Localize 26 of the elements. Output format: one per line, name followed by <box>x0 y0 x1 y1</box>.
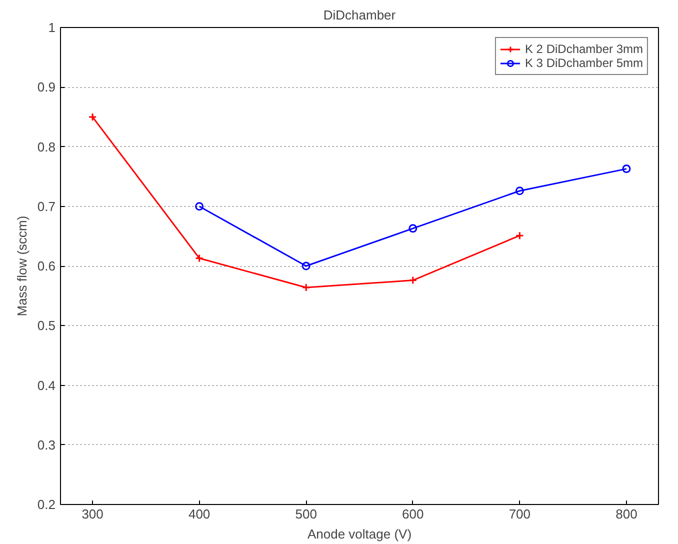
y-tick-label: 0.2 <box>37 497 56 512</box>
point <box>302 283 310 292</box>
y-tick-label: 0.8 <box>37 139 56 154</box>
x-axis-title: Anode voltage (V) <box>307 526 412 542</box>
point <box>302 262 310 270</box>
y-tick-label: 0.4 <box>37 378 56 393</box>
x-tick-label: 700 <box>508 506 531 522</box>
point <box>515 186 524 196</box>
point <box>195 254 204 262</box>
x-tick-label: 300 <box>82 506 104 522</box>
y-axis-title: Mass flow (sccm) <box>14 216 30 316</box>
point <box>408 276 418 285</box>
y-tick-label: 1 <box>48 20 56 35</box>
chart-title: DiDchamber <box>323 8 396 22</box>
y-tick-label: 0.9 <box>37 80 56 95</box>
y-tick-label: 0.3 <box>37 437 56 452</box>
x-tick-label: 800 <box>616 506 638 522</box>
legend-label: K 3 DiDchamber 5mm <box>524 56 643 70</box>
y-tick-label: 0.5 <box>37 318 56 334</box>
point <box>408 224 418 233</box>
x-tick-label: 400 <box>188 506 210 522</box>
x-tick-label: 500 <box>295 506 317 522</box>
x-tick-label: 600 <box>402 506 424 522</box>
legend-label: K 2 DiDchamber 3mm <box>524 42 643 56</box>
y-tick-label: 0.7 <box>37 198 56 214</box>
y-tick-label: 0.6 <box>37 258 56 274</box>
